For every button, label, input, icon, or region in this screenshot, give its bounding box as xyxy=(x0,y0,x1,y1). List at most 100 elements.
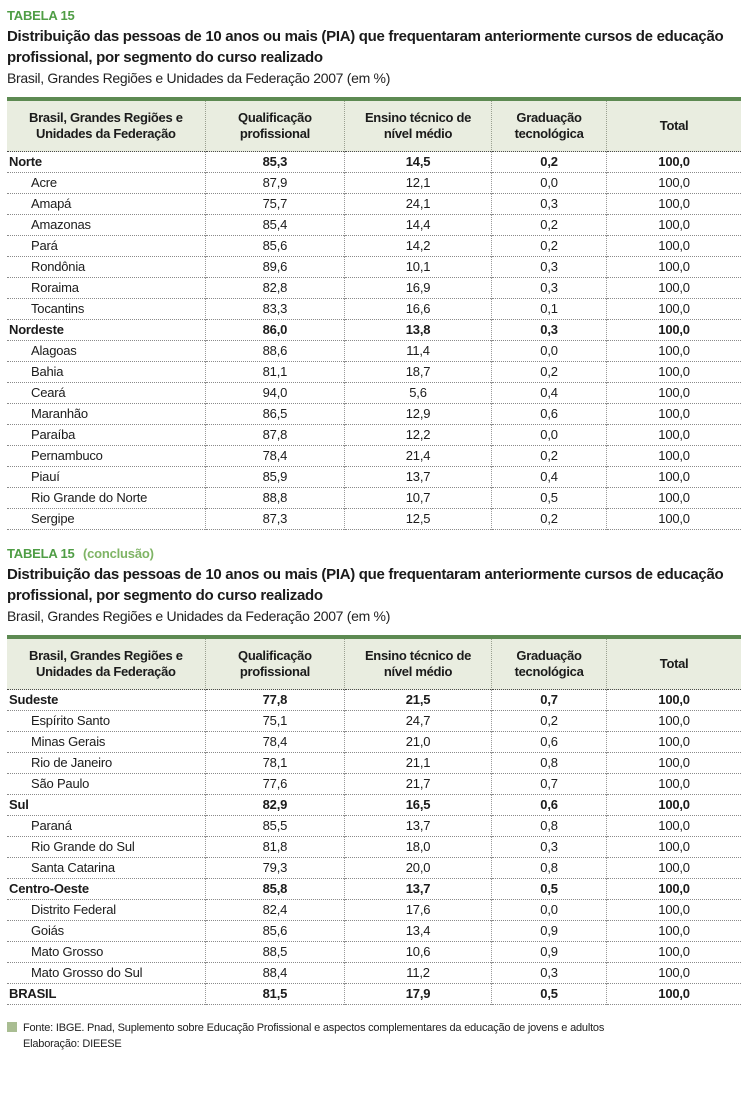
table-row: Rio de Janeiro 78,1 21,1 0,8 100,0 xyxy=(7,752,741,774)
report-page: TABELA 15 Distribuição das pessoas de 10… xyxy=(7,8,741,1052)
row-value: 100,0 xyxy=(606,878,741,900)
row-value: 18,0 xyxy=(344,836,492,858)
row-value: 82,4 xyxy=(204,899,345,921)
row-label: Espírito Santo xyxy=(7,710,206,732)
row-value: 100,0 xyxy=(606,172,741,194)
row-label: São Paulo xyxy=(7,773,206,795)
column-header-line: Total xyxy=(659,118,689,133)
column-header-qualificacao: Qualificação profissional xyxy=(204,637,345,690)
column-header-line: Total xyxy=(659,656,689,671)
row-label: Maranhão xyxy=(7,403,206,425)
row-value: 0,0 xyxy=(490,899,607,921)
row-value: 100,0 xyxy=(606,151,741,173)
row-value: 100,0 xyxy=(606,773,741,795)
row-label: Paraná xyxy=(7,815,206,837)
row-value: 88,5 xyxy=(204,941,345,963)
row-label: Ceará xyxy=(7,382,206,404)
row-value: 87,3 xyxy=(204,508,345,530)
row-label: Sul xyxy=(7,794,206,816)
row-label: Goiás xyxy=(7,920,206,942)
row-value: 0,8 xyxy=(490,815,607,837)
table-row: Sergipe 87,3 12,5 0,2 100,0 xyxy=(7,508,741,530)
table-title: Distribuição das pessoas de 10 anos ou m… xyxy=(7,566,724,604)
table-block-1: TABELA 15 Distribuição das pessoas de 10… xyxy=(7,8,741,530)
row-value: 86,5 xyxy=(204,403,345,425)
table-row: Tocantins 83,3 16,6 0,1 100,0 xyxy=(7,298,741,320)
source-marker-icon xyxy=(7,1022,17,1032)
row-value: 0,4 xyxy=(490,382,607,404)
column-header-line: Brasil, Grandes Regiões e xyxy=(29,648,183,663)
table-body: Sudeste 77,8 21,5 0,7 100,0 Espírito Santo 75,… xyxy=(7,689,741,1005)
table-row: Pará 85,6 14,2 0,2 100,0 xyxy=(7,235,741,257)
table-row: Rio Grande do Norte 88,8 10,7 0,5 100,0 xyxy=(7,487,741,509)
row-value: 100,0 xyxy=(606,214,741,236)
row-value: 100,0 xyxy=(606,815,741,837)
row-value: 100,0 xyxy=(606,193,741,215)
row-value: 13,7 xyxy=(344,815,492,837)
column-header-line: Brasil, Grandes Regiões e xyxy=(29,110,183,125)
table-row: Rio Grande do Sul 81,8 18,0 0,3 100,0 xyxy=(7,836,741,858)
row-value: 16,9 xyxy=(344,277,492,299)
row-value: 85,6 xyxy=(204,235,345,257)
table-row: Centro-Oeste 85,8 13,7 0,5 100,0 xyxy=(7,878,741,900)
row-value: 16,6 xyxy=(344,298,492,320)
row-value: 87,8 xyxy=(204,424,345,446)
column-header-uf: Brasil, Grandes Regiões e Unidades da Fe… xyxy=(7,637,206,690)
row-value: 17,6 xyxy=(344,899,492,921)
row-value: 100,0 xyxy=(606,920,741,942)
row-value: 88,6 xyxy=(204,340,345,362)
row-value: 21,5 xyxy=(344,689,492,711)
row-value: 100,0 xyxy=(606,466,741,488)
row-value: 100,0 xyxy=(606,298,741,320)
table-row: Bahia 81,1 18,7 0,2 100,0 xyxy=(7,361,741,383)
column-header-line: Unidades da Federação xyxy=(36,126,176,141)
row-value: 13,8 xyxy=(344,319,492,341)
table-row: Minas Gerais 78,4 21,0 0,6 100,0 xyxy=(7,731,741,753)
table-body: Norte 85,3 14,5 0,2 100,0 Acre 87,9 12,1 0,0 100,… xyxy=(7,151,741,530)
column-header-line: nível médio xyxy=(383,664,453,679)
table-row: Roraima 82,8 16,9 0,3 100,0 xyxy=(7,277,741,299)
column-header-line: profissional xyxy=(239,126,310,141)
column-header-uf: Brasil, Grandes Regiões e Unidades da Fe… xyxy=(7,99,206,152)
table-row: Espírito Santo 75,1 24,7 0,2 100,0 xyxy=(7,710,741,732)
row-value: 0,6 xyxy=(490,731,607,753)
row-value: 85,6 xyxy=(204,920,345,942)
row-label: Nordeste xyxy=(7,319,206,341)
row-value: 0,2 xyxy=(490,214,607,236)
row-label: Norte xyxy=(7,151,206,173)
row-value: 100,0 xyxy=(606,487,741,509)
row-value: 100,0 xyxy=(606,899,741,921)
table-row: Rondônia 89,6 10,1 0,3 100,0 xyxy=(7,256,741,278)
row-value: 100,0 xyxy=(606,382,741,404)
table-row: Mato Grosso 88,5 10,6 0,9 100,0 xyxy=(7,941,741,963)
row-value: 100,0 xyxy=(606,508,741,530)
row-label: Pernambuco xyxy=(7,445,206,467)
row-value: 82,9 xyxy=(204,794,345,816)
table-tag-label: TABELA 15 xyxy=(7,546,75,561)
row-label: Mato Grosso do Sul xyxy=(7,962,206,984)
row-label: Amazonas xyxy=(7,214,206,236)
row-value: 0,0 xyxy=(490,172,607,194)
footnote-text: Fonte: IBGE. Pnad, Suplemento sobre Educ… xyxy=(23,1020,604,1052)
row-value: 11,2 xyxy=(344,962,492,984)
row-value: 82,8 xyxy=(204,277,345,299)
table-row: Alagoas 88,6 11,4 0,0 100,0 xyxy=(7,340,741,362)
column-header-line: profissional xyxy=(239,664,310,679)
table-row: Paraíba 87,8 12,2 0,0 100,0 xyxy=(7,424,741,446)
row-value: 85,9 xyxy=(204,466,345,488)
source-text: Fonte: IBGE. Pnad, Suplemento sobre Educ… xyxy=(23,1022,605,1034)
row-value: 78,1 xyxy=(204,752,345,774)
row-value: 100,0 xyxy=(606,277,741,299)
table-header-row: Brasil, Grandes Regiões e Unidades da Fe… xyxy=(7,99,741,152)
column-header-line: Graduação xyxy=(516,110,582,125)
row-value: 86,0 xyxy=(204,319,345,341)
row-value: 5,6 xyxy=(344,382,492,404)
row-value: 100,0 xyxy=(606,361,741,383)
row-value: 24,1 xyxy=(344,193,492,215)
row-value: 0,2 xyxy=(490,151,607,173)
row-value: 100,0 xyxy=(606,424,741,446)
row-value: 100,0 xyxy=(606,689,741,711)
row-value: 88,4 xyxy=(204,962,345,984)
row-value: 17,9 xyxy=(344,983,492,1005)
table-header-row: Brasil, Grandes Regiões e Unidades da Fe… xyxy=(7,637,741,690)
